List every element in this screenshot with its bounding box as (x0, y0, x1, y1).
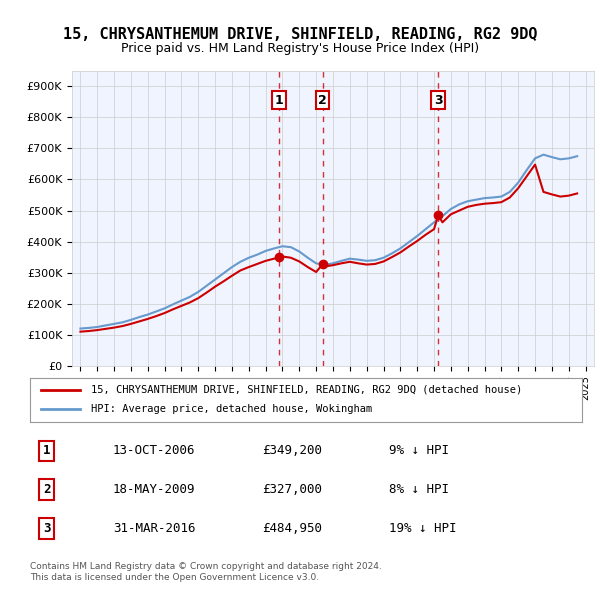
Text: Contains HM Land Registry data © Crown copyright and database right 2024.: Contains HM Land Registry data © Crown c… (30, 562, 382, 571)
Text: £484,950: £484,950 (262, 522, 322, 535)
Text: 19% ↓ HPI: 19% ↓ HPI (389, 522, 457, 535)
Text: 2: 2 (318, 94, 327, 107)
Text: 13-OCT-2006: 13-OCT-2006 (113, 444, 196, 457)
Text: HPI: Average price, detached house, Wokingham: HPI: Average price, detached house, Woki… (91, 405, 372, 414)
Text: £349,200: £349,200 (262, 444, 322, 457)
Text: 1: 1 (275, 94, 283, 107)
Text: 3: 3 (434, 94, 443, 107)
Text: 18-MAY-2009: 18-MAY-2009 (113, 483, 196, 496)
Text: 15, CHRYSANTHEMUM DRIVE, SHINFIELD, READING, RG2 9DQ: 15, CHRYSANTHEMUM DRIVE, SHINFIELD, READ… (63, 27, 537, 41)
Text: Price paid vs. HM Land Registry's House Price Index (HPI): Price paid vs. HM Land Registry's House … (121, 42, 479, 55)
Text: £327,000: £327,000 (262, 483, 322, 496)
Text: 15, CHRYSANTHEMUM DRIVE, SHINFIELD, READING, RG2 9DQ (detached house): 15, CHRYSANTHEMUM DRIVE, SHINFIELD, READ… (91, 385, 522, 395)
Text: This data is licensed under the Open Government Licence v3.0.: This data is licensed under the Open Gov… (30, 573, 319, 582)
Text: 31-MAR-2016: 31-MAR-2016 (113, 522, 196, 535)
Text: 9% ↓ HPI: 9% ↓ HPI (389, 444, 449, 457)
Text: 1: 1 (43, 444, 50, 457)
Text: 8% ↓ HPI: 8% ↓ HPI (389, 483, 449, 496)
Text: 2: 2 (43, 483, 50, 496)
Text: 3: 3 (43, 522, 50, 535)
